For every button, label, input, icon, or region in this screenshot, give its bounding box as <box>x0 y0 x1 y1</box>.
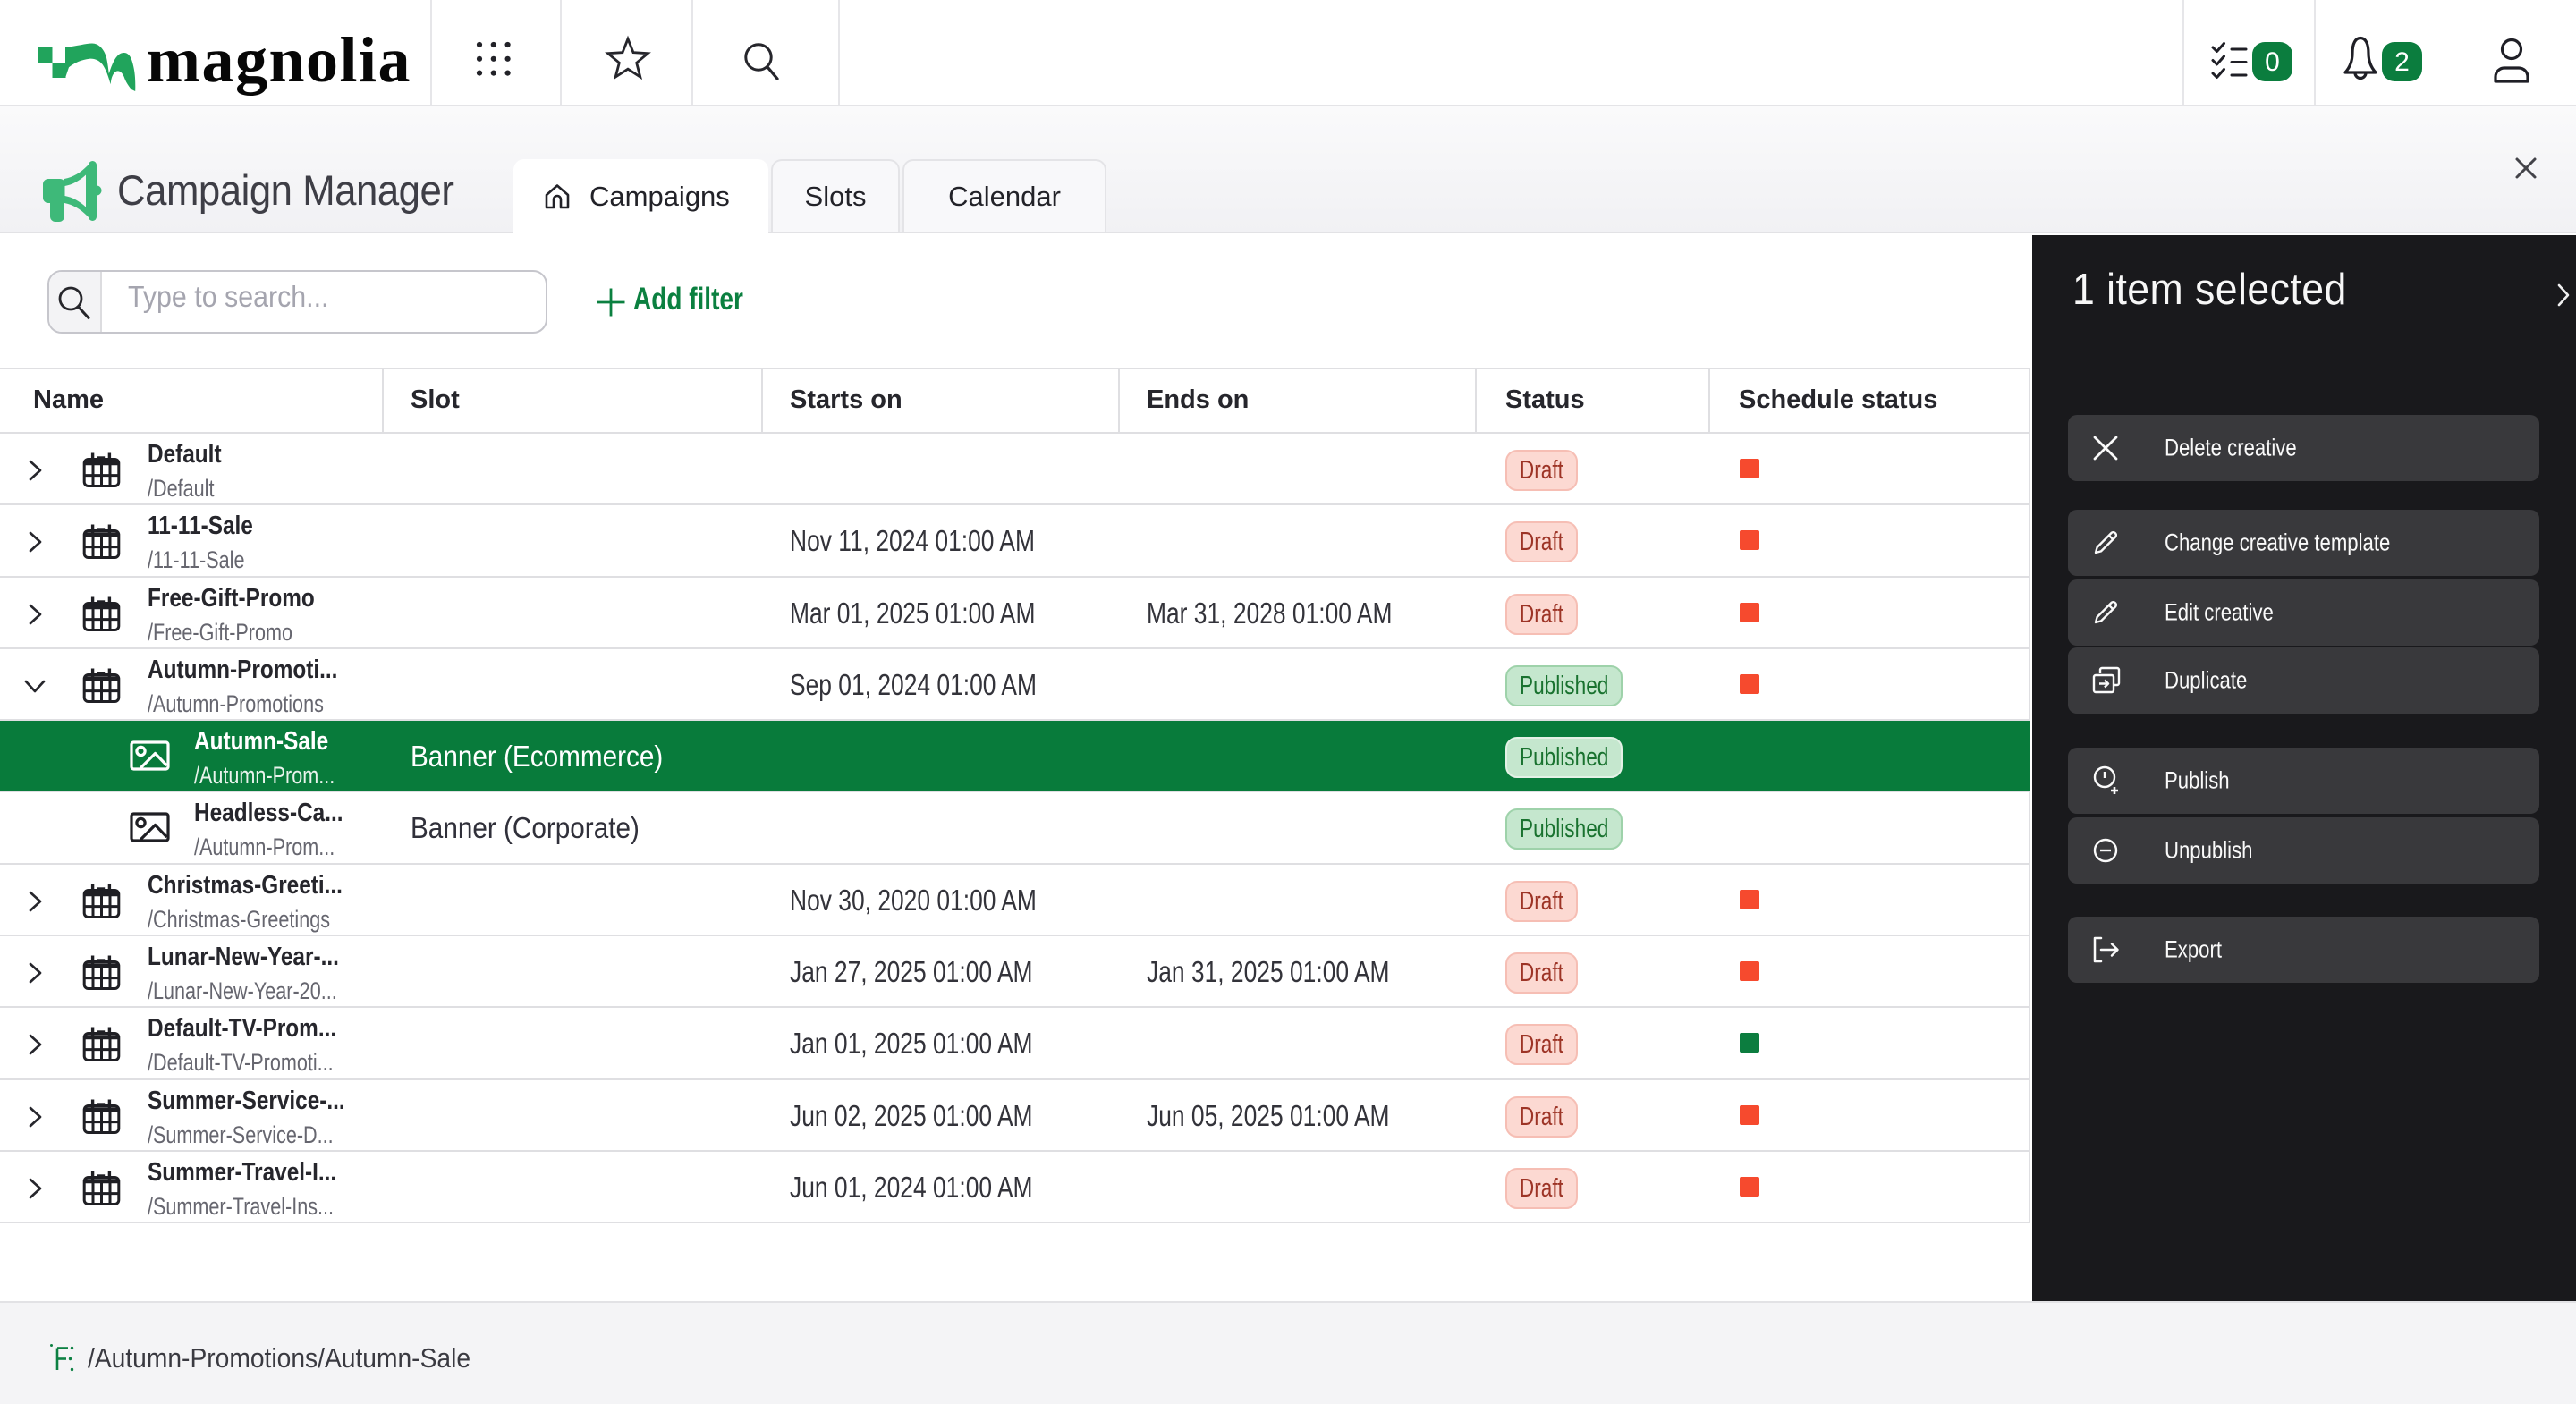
svg-text:0: 0 <box>2265 47 2280 77</box>
svg-text:2: 2 <box>2394 47 2410 77</box>
